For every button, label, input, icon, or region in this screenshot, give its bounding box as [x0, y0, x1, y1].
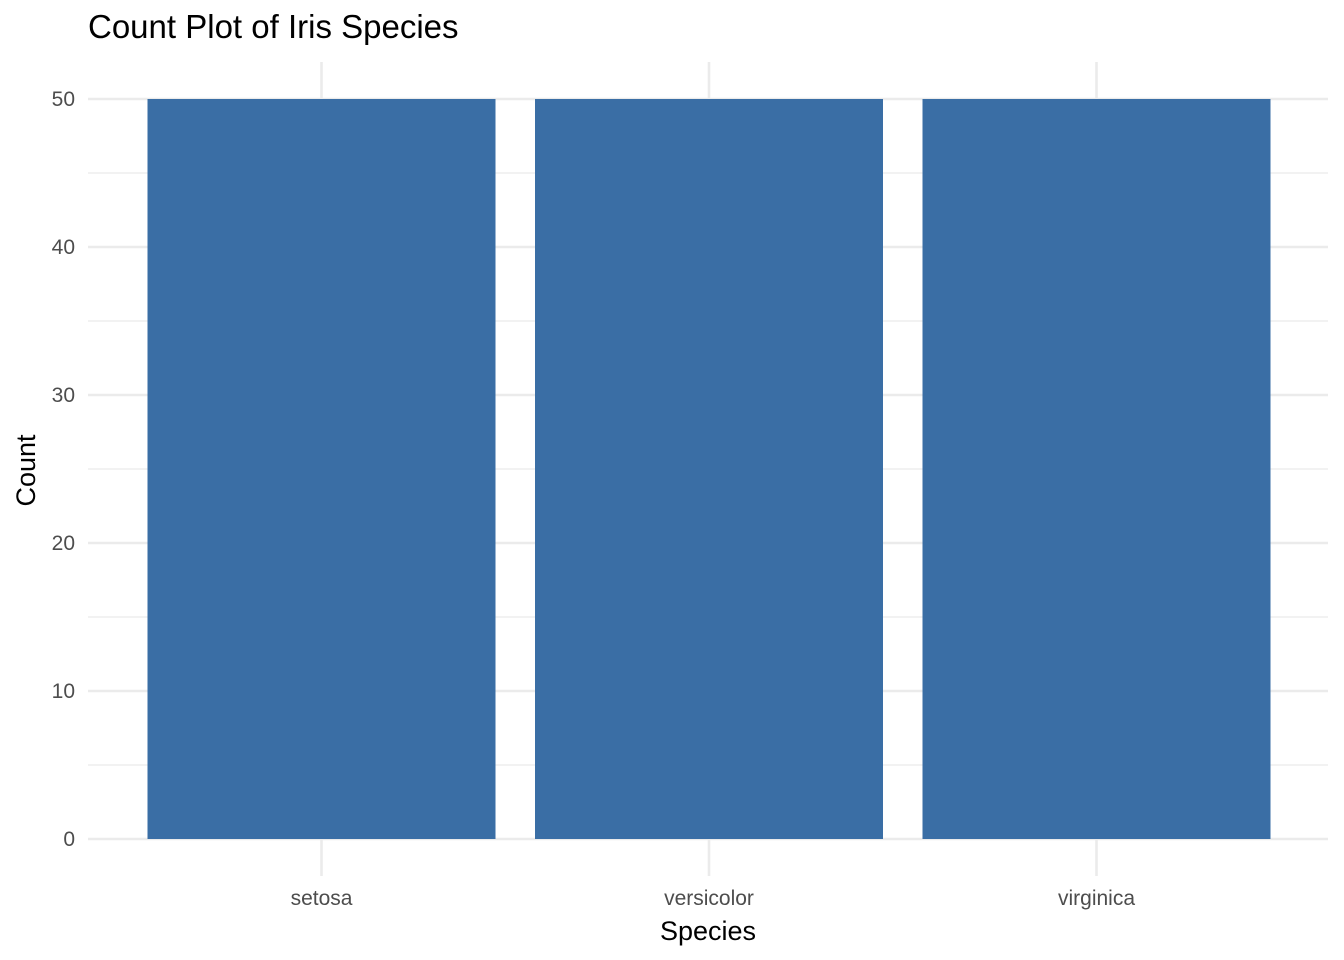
- bar-virginica: [922, 99, 1271, 839]
- x-tick-labels: setosa versicolor virginica: [291, 887, 1136, 910]
- bars: [147, 99, 1271, 839]
- x-tick-label: virginica: [1058, 887, 1135, 910]
- y-tick-label: 20: [52, 532, 75, 555]
- y-axis-title: Count: [11, 434, 41, 507]
- y-tick-labels: 0 10 20 30 40 50: [52, 88, 75, 851]
- y-tick-label: 10: [52, 680, 75, 703]
- y-tick-label: 50: [52, 88, 75, 111]
- bar-setosa: [147, 99, 496, 839]
- y-tick-label: 40: [52, 236, 75, 259]
- bar-versicolor: [535, 99, 883, 839]
- y-tick-label: 0: [63, 828, 75, 851]
- x-axis-title: Species: [660, 916, 756, 946]
- chart-title: Count Plot of Iris Species: [88, 8, 459, 45]
- x-tick-label: versicolor: [664, 887, 754, 910]
- y-tick-label: 30: [52, 384, 75, 407]
- x-tick-label: setosa: [291, 887, 353, 910]
